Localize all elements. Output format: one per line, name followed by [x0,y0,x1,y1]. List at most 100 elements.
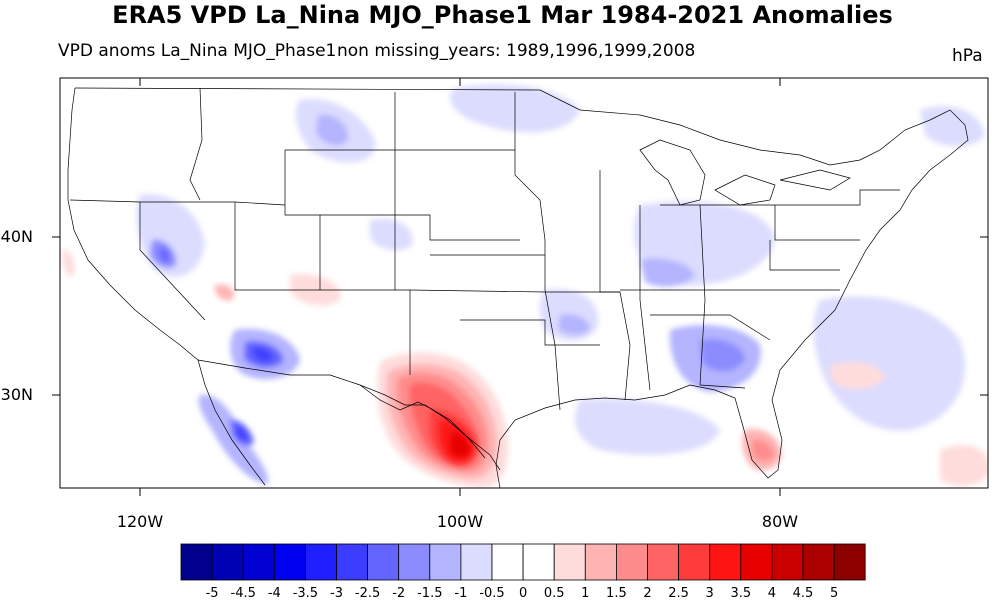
colorbar-label: -2 [392,586,406,601]
anomaly-patch [752,439,774,462]
lat-label-30n: 30N [0,385,33,404]
left-subtitle: VPD anoms La_Nina MJO_Phase1 [58,41,337,61]
state-line [139,202,206,321]
anomaly-patch [830,362,885,390]
state-line [774,205,860,241]
colorbar-label: -4 [267,586,281,601]
state-line [69,199,286,206]
colorbar-box [304,543,337,581]
lat-label-40n: 40N [0,227,33,246]
colorbar-label: 4.5 [792,586,814,601]
anomaly-patch [236,426,247,441]
colorbar-label: 1.5 [606,586,627,601]
colorbar-box [367,543,400,581]
colorbar-box [460,543,493,581]
great-lakes [779,169,851,191]
colorbar-box [522,543,555,581]
colorbar-box [553,543,586,581]
state-line [639,205,651,391]
anomaly-patch [370,218,413,251]
boundaries [67,87,969,488]
colorbar-box [678,543,711,581]
rio-grande [359,384,486,459]
state-line [189,87,203,201]
colorbar-box [740,543,773,581]
state-line [460,319,600,346]
anomaly-field [62,84,988,488]
plot-title: ERA5 VPD La_Nina MJO_Phase1 Mar 1984-202… [112,1,893,29]
colorbar-box [336,543,369,581]
colorbar-label: -5 [205,586,219,601]
colorbar-box [833,543,866,581]
state-line [699,384,746,389]
great-lakes [714,174,776,206]
anomaly-patch [575,398,720,455]
colorbar-label: 4 [767,586,777,601]
baja-coast [197,359,266,486]
colorbar-label: 2.5 [668,586,689,601]
map-frame [59,77,989,489]
units-label: hPa [952,46,983,66]
state-line [514,92,561,411]
anomaly-patch [558,314,590,336]
great-lakes [639,139,706,206]
colorbar-label: 0 [518,586,528,601]
anomaly-patch [316,114,349,146]
state-line [284,150,321,290]
state-line [650,314,771,341]
center-subtitle: non missing_years: 1989,1996,1999,2008 [337,41,696,61]
colorbar-box [211,543,244,581]
colorbar-label: 3.5 [730,586,752,601]
colorbar-label: 1 [581,586,590,601]
anomaly-patch [198,394,269,485]
anomaly-patch [450,432,470,458]
colorbar [180,543,866,581]
anomaly-patch [940,445,988,486]
lon-label-120w: 120W [116,512,164,531]
anomaly-patch [159,248,170,263]
state-line [409,289,620,293]
colorbar-box [491,543,524,581]
us-outline [74,87,969,488]
state-line [394,150,411,375]
colorbar-box [180,543,213,581]
mexico-border [197,359,501,471]
colorbar-label: 5 [829,586,839,601]
lon-label-100w: 100W [436,512,484,531]
colorbar-box [616,543,648,581]
colorbar-box [771,543,804,581]
state-line [599,170,631,401]
west-coast [67,87,199,361]
anomaly-patch [920,106,985,147]
lon-label-80w: 80W [761,512,799,531]
anomaly-patch [813,296,965,431]
anomaly-patch [640,258,695,287]
anomaly-patch [700,339,745,372]
colorbar-box [802,543,835,581]
colorbar-label: 0.5 [543,586,565,601]
colorbar-label: -4.5 [230,586,256,601]
colorbar-box [709,543,742,581]
colorbar-label: -3 [330,586,343,601]
anomaly-patch [62,249,75,277]
colorbar-label: 2 [643,586,652,601]
colorbar-label: -2.5 [354,586,381,601]
colorbar-box [429,543,462,581]
anomaly-patch [214,284,235,301]
colorbar-label: -0.5 [479,586,505,601]
state-line [769,240,840,271]
state-line [699,204,706,386]
axis-ticks [52,78,988,496]
colorbar-label: -1.5 [417,586,443,601]
colorbar-label: -1 [454,586,468,601]
colorbar-box [647,543,680,581]
positive-anomaly-patches [62,249,988,488]
colorbar-box [273,543,306,581]
colorbar-box [398,543,431,581]
colorbar-label: 3 [705,586,714,601]
negative-anomaly-patches [136,84,985,485]
colorbar-box [242,543,275,581]
colorbar-label: -3.5 [292,586,319,601]
state-line [234,202,395,291]
